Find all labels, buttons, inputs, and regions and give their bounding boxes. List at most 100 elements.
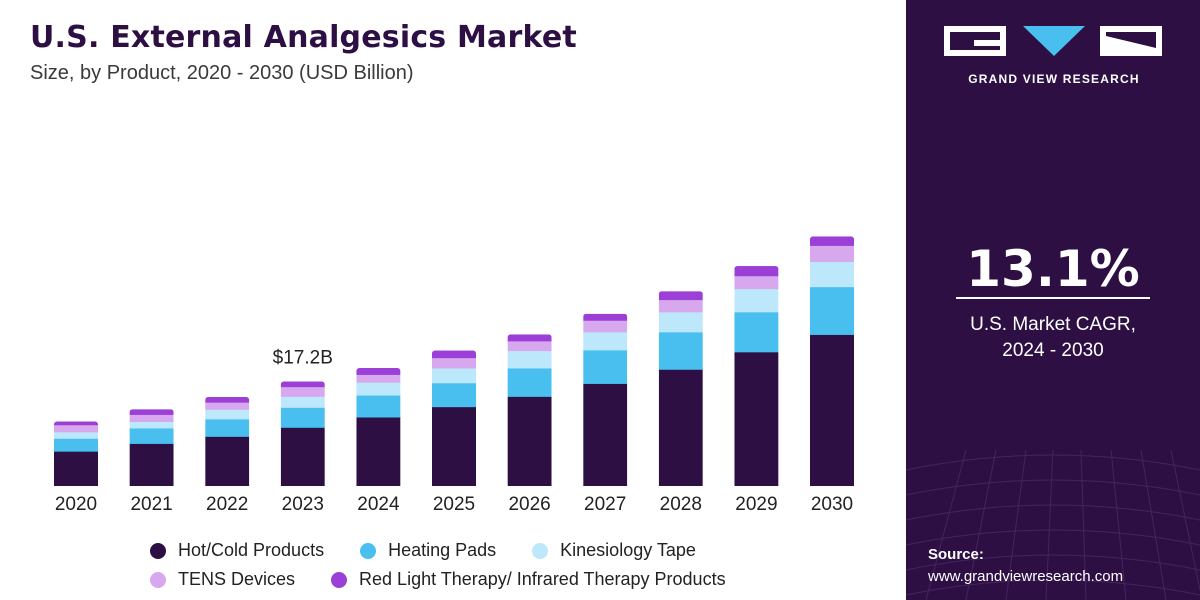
bar-segment-2029-s0 xyxy=(734,351,779,486)
x-tick-label-2029: 2029 xyxy=(735,494,777,515)
legend-swatch xyxy=(532,542,549,559)
bar-segment-2030-s3 xyxy=(810,245,854,263)
brand-name: GRAND VIEW RESEARCH xyxy=(968,72,1140,86)
cagr-label-line1: U.S. Market CAGR, xyxy=(970,314,1136,335)
bar-stack-2024 xyxy=(356,367,401,486)
bar-segment-2020-s2 xyxy=(54,431,98,439)
bar-stack-2028 xyxy=(658,291,703,486)
cagr-divider xyxy=(956,297,1150,299)
bar-segment-2025-s3 xyxy=(432,357,476,369)
bar-segment-2020-s4 xyxy=(54,421,98,426)
bar-chart: 2020 2021 2022 2023 $17.2B 2024 2025 2026 2027 20… xyxy=(54,236,854,515)
legend-label: Kinesiology Tape xyxy=(560,540,696,560)
bar-segment-2030-s4 xyxy=(810,236,854,246)
bar-stack-2029 xyxy=(734,266,779,486)
legend-row: TENS Devices Red Light Therapy/ Infrared … xyxy=(150,565,870,594)
x-tick-label-2028: 2028 xyxy=(660,494,702,515)
bar-segment-2027-s4 xyxy=(583,313,628,321)
bar-segment-2026-s1 xyxy=(507,367,552,397)
legend-swatch xyxy=(150,542,166,559)
bar-segment-2026-s0 xyxy=(507,396,552,486)
legend-item: Hot/Cold Products xyxy=(150,540,324,561)
bar-segment-2029-s2 xyxy=(734,288,779,313)
legend-swatch xyxy=(150,571,166,588)
data-label-2023: $17.2B xyxy=(273,348,333,369)
x-tick-label-2030: 2030 xyxy=(811,494,853,515)
legend-item: Heating Pads xyxy=(360,540,496,561)
bar-segment-2028-s0 xyxy=(658,369,703,486)
cagr-value: 13.1% xyxy=(966,240,1140,298)
legend-label: Red Light Therapy/ Infrared Therapy Prod… xyxy=(359,569,726,589)
bar-segment-2023-s1 xyxy=(280,407,325,428)
legend-item: TENS Devices xyxy=(150,569,295,590)
bar-segment-2026-s3 xyxy=(507,340,552,352)
legend-label: Heating Pads xyxy=(388,540,497,560)
bar-stack-2027 xyxy=(583,313,628,486)
bar-stack-2026 xyxy=(507,334,552,486)
bar-segment-2022-s2 xyxy=(205,409,250,420)
brand-panel: GRAND VIEW RESEARCH 13.1% U.S. Market CA… xyxy=(906,0,1200,600)
bar-segment-2027-s0 xyxy=(583,383,628,486)
source-label: Source: xyxy=(928,546,984,563)
legend-row: Hot/Cold Products Heating Pads Kinesiology… xyxy=(150,536,870,565)
x-tick-label-2025: 2025 xyxy=(433,494,475,515)
x-tick-label-2020: 2020 xyxy=(55,494,97,515)
bar-segment-2024-s2 xyxy=(356,382,401,396)
bar-segment-2028-s2 xyxy=(658,311,703,333)
bar-segment-2030-s0 xyxy=(810,334,854,486)
bar-segment-2028-s4 xyxy=(658,291,703,301)
x-tick-label-2024: 2024 xyxy=(357,494,400,515)
bar-segment-2025-s4 xyxy=(432,350,476,359)
bar-segment-2029-s1 xyxy=(734,311,779,353)
legend-swatch xyxy=(331,571,348,588)
bar-segment-2020-s3 xyxy=(54,424,98,433)
bar-segment-2020-s1 xyxy=(54,438,98,452)
bar-segment-2025-s0 xyxy=(432,406,476,486)
legend-item: Red Light Therapy/ Infrared Therapy Prod… xyxy=(331,569,726,590)
bar-segment-2022-s4 xyxy=(205,396,250,403)
bar-segment-2024-s0 xyxy=(356,416,401,486)
bar-stack-2030 xyxy=(810,236,854,486)
chart-panel: U.S. External Analgesics Market Size, by… xyxy=(30,20,870,594)
source-url[interactable]: www.grandviewresearch.com xyxy=(928,568,1124,585)
bar-segment-2030-s1 xyxy=(810,286,854,335)
bar-segment-2023-s0 xyxy=(280,427,325,486)
x-tick-label-2022: 2022 xyxy=(206,494,248,515)
wireframe-grid-decoration xyxy=(906,449,1200,600)
bar-segment-2023-s3 xyxy=(280,386,325,397)
bar-segment-2027-s2 xyxy=(583,331,628,351)
bar-segment-2028-s1 xyxy=(658,331,703,370)
legend-label: TENS Devices xyxy=(178,569,296,589)
x-tick-label-2026: 2026 xyxy=(508,494,550,515)
bar-segment-2021-s2 xyxy=(129,421,174,429)
chart-title: U.S. External Analgesics Market xyxy=(30,20,577,55)
bar-segment-2021-s3 xyxy=(129,414,174,422)
bar-segment-2024-s4 xyxy=(356,367,401,375)
legend-item: Kinesiology Tape xyxy=(532,540,696,561)
bar-stack-2022 xyxy=(205,396,250,486)
x-tick-label-2027: 2027 xyxy=(584,494,626,515)
bar-segment-2026-s2 xyxy=(507,350,552,369)
x-tick-label-2021: 2021 xyxy=(130,494,172,515)
bar-segment-2030-s2 xyxy=(810,261,854,288)
chart-legend: Hot/Cold Products Heating Pads Kinesiology… xyxy=(150,536,870,594)
bar-segment-2025-s1 xyxy=(432,382,476,408)
bar-segment-2025-s2 xyxy=(432,367,476,384)
bar-segment-2029-s4 xyxy=(734,266,779,277)
bar-segment-2023-s2 xyxy=(280,396,325,408)
bar-segment-2022-s0 xyxy=(205,436,250,486)
bar-segment-2024-s1 xyxy=(356,395,401,418)
bar-segment-2022-s1 xyxy=(205,418,250,437)
bar-segment-2029-s3 xyxy=(734,275,779,290)
x-tick-label-2023: 2023 xyxy=(282,494,324,515)
bar-stack-2023 xyxy=(280,381,325,486)
bar-segment-2022-s3 xyxy=(205,402,250,410)
bar-segment-2020-s0 xyxy=(54,451,98,486)
bar-segment-2027-s3 xyxy=(583,320,628,333)
gvr-logo xyxy=(944,26,1162,56)
legend-label: Hot/Cold Products xyxy=(178,540,325,560)
cagr-label: U.S. Market CAGR, 2024 - 2030 xyxy=(906,312,1200,364)
bar-stack-2021 xyxy=(129,409,174,486)
bar-segment-2028-s3 xyxy=(658,299,703,313)
bar-segment-2024-s3 xyxy=(356,374,401,383)
